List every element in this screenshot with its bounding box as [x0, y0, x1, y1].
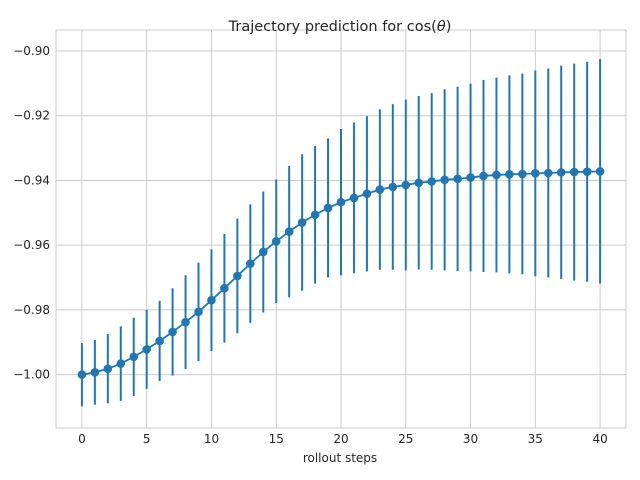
data-points — [77, 167, 605, 379]
data-point — [77, 370, 87, 379]
chart-title-suffix: ) — [446, 19, 452, 35]
data-point — [440, 175, 449, 185]
data-point — [492, 170, 501, 180]
data-point — [479, 171, 488, 181]
data-point — [543, 168, 553, 178]
data-point — [129, 352, 139, 362]
data-point — [569, 167, 579, 177]
y-tick-label: −0.92 — [13, 109, 50, 123]
data-point — [181, 317, 190, 327]
data-point — [414, 178, 424, 188]
data-point — [349, 193, 359, 203]
data-point — [323, 203, 333, 213]
data-point — [142, 345, 151, 354]
x-tick-label: 40 — [592, 432, 607, 446]
data-point — [194, 307, 203, 317]
data-point — [505, 170, 514, 179]
y-tick-label: −0.96 — [13, 238, 50, 252]
data-point — [362, 189, 372, 199]
data-point — [453, 174, 462, 184]
data-point — [90, 368, 100, 377]
x-tick-label: 35 — [528, 432, 543, 446]
axes-frame — [55, 29, 627, 429]
y-tick-labels: −1.00 −0.98 −0.96 −0.94 −0.92 −0.90 — [13, 44, 50, 382]
x-tick-label: 20 — [333, 432, 348, 446]
data-point — [375, 185, 385, 194]
data-point — [168, 327, 177, 337]
y-tick-label: −1.00 — [13, 368, 50, 382]
x-tick-labels: 0 5 10 15 20 25 30 35 40 — [78, 432, 608, 446]
data-point — [258, 247, 268, 257]
x-tick-label: 25 — [398, 432, 413, 446]
data-point — [388, 182, 398, 192]
chart-title-prefix: Trajectory prediction for cos( — [228, 19, 437, 35]
x-tick-label: 0 — [78, 432, 86, 446]
data-point — [401, 180, 411, 190]
x-axis-label: rollout steps — [303, 451, 377, 465]
x-tick-label: 10 — [204, 432, 219, 446]
x-tick-label: 15 — [269, 432, 284, 446]
data-point — [271, 236, 281, 246]
data-point — [336, 197, 346, 207]
data-point — [427, 177, 436, 186]
data-point — [233, 271, 242, 281]
data-point — [310, 210, 320, 220]
data-point — [103, 364, 113, 374]
data-point — [556, 168, 566, 177]
y-tick-label: −0.94 — [13, 173, 50, 187]
data-point — [518, 169, 527, 179]
data-point — [466, 173, 475, 182]
y-tick-label: −0.90 — [13, 44, 50, 58]
data-point — [246, 259, 255, 268]
chart-title: Trajectory prediction for cos(θ) — [228, 19, 452, 35]
plot-border — [55, 29, 627, 429]
x-tick-label: 30 — [463, 432, 478, 446]
chart-title-symbol: θ — [437, 19, 446, 35]
data-point — [297, 218, 307, 227]
data-point — [116, 359, 126, 368]
y-tick-label: −0.98 — [13, 303, 50, 317]
data-point — [220, 283, 229, 293]
data-point — [207, 295, 216, 305]
data-point — [582, 167, 592, 177]
data-point — [531, 169, 540, 178]
data-point — [155, 336, 164, 346]
x-tick-label: 5 — [143, 432, 151, 446]
data-point — [595, 167, 605, 176]
data-point — [284, 227, 294, 236]
